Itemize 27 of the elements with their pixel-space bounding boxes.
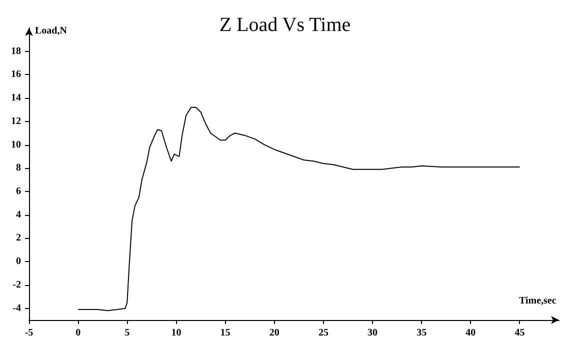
y-tick-label: 12: [11, 116, 21, 127]
x-tick-label: 35: [416, 328, 427, 338]
y-tick-label: 8: [16, 162, 21, 174]
y-tick-label: 2: [16, 232, 21, 244]
x-tick-label: 10: [171, 328, 182, 338]
y-tick-label: 4: [16, 209, 21, 220]
x-tick-label: 40: [466, 328, 476, 338]
x-tick-label: 5: [124, 328, 130, 338]
x-tick-label: 20: [269, 328, 280, 338]
x-tick-label: 0: [76, 328, 81, 338]
line-series: [78, 106, 520, 312]
y-tick-label: -4: [12, 302, 21, 314]
x-tick-label: 15: [220, 328, 230, 338]
x-tick-label: -5: [24, 328, 34, 338]
x-axis-title: Time,sec: [519, 296, 557, 306]
chart-title: Z Load Vs Time: [219, 14, 351, 36]
y-tick-label: 6: [16, 186, 21, 198]
y-tick-label: 10: [11, 139, 21, 150]
x-tick-label: 45: [514, 328, 525, 338]
y-axis-title: Load,N: [35, 26, 68, 36]
y-tick-label: 18: [11, 46, 21, 57]
y-tick-label: 16: [11, 69, 21, 80]
x-tick-label: 30: [368, 328, 378, 338]
y-tick-label: 14: [11, 92, 21, 104]
y-tick-label: -2: [12, 279, 21, 290]
y-tick-label: 0: [16, 256, 21, 268]
x-tick-label: 25: [318, 328, 328, 338]
